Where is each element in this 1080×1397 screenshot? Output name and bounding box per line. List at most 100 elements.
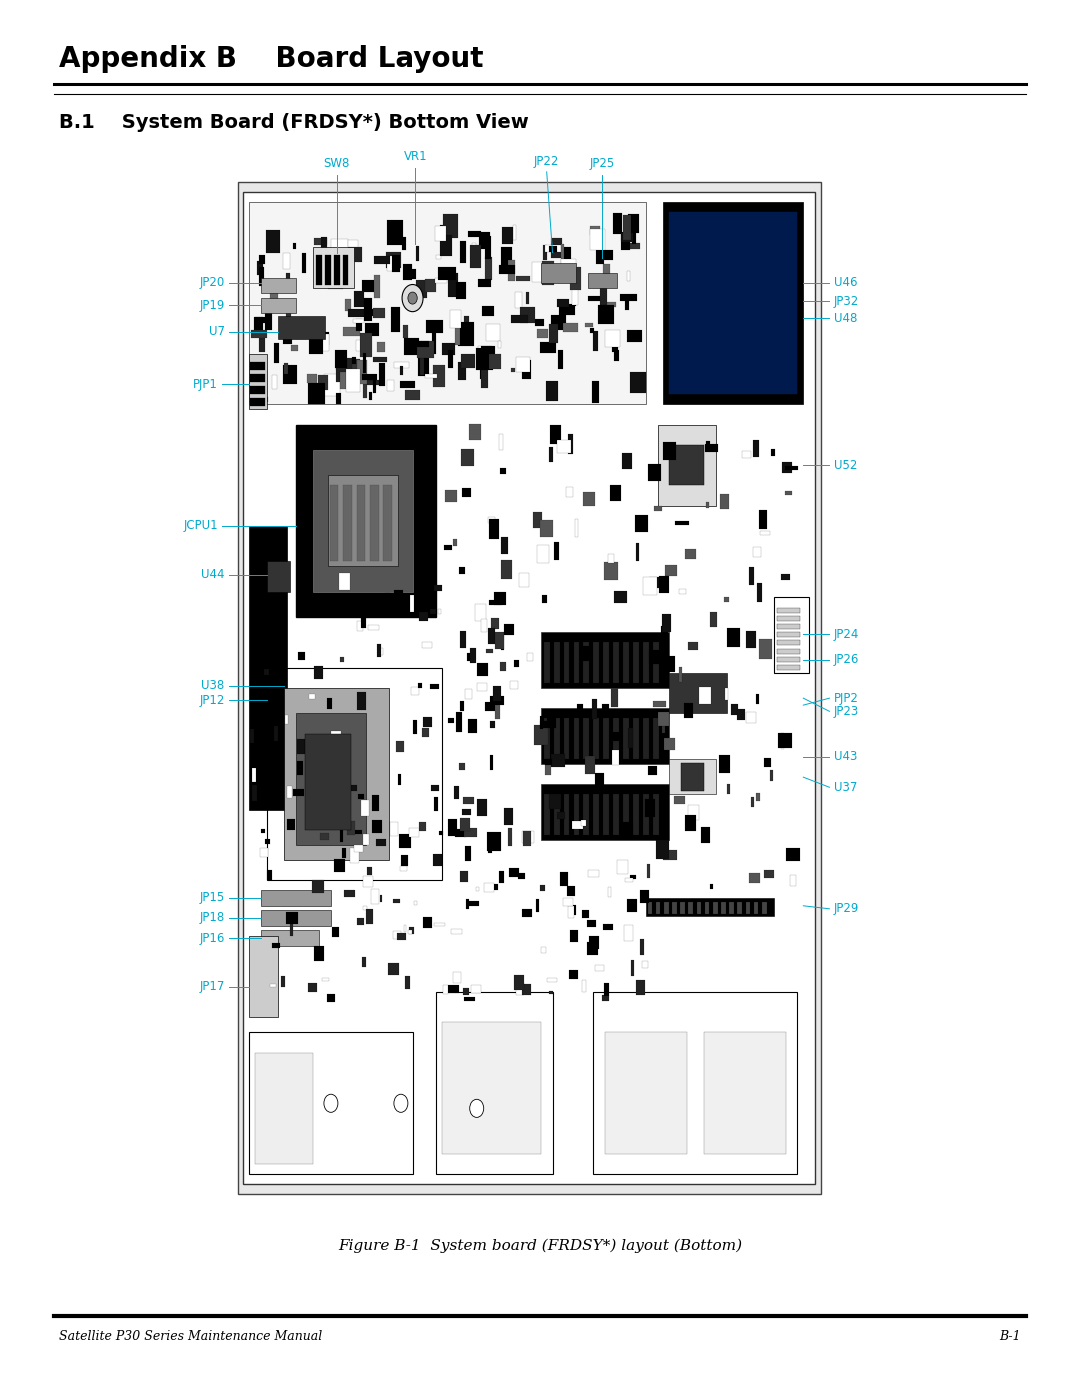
Bar: [345, 890, 354, 897]
Bar: [463, 316, 469, 338]
Bar: [605, 330, 620, 348]
Bar: [573, 795, 579, 835]
Bar: [481, 369, 488, 388]
Bar: [643, 961, 648, 968]
Bar: [608, 553, 615, 563]
Bar: [643, 718, 649, 759]
Bar: [652, 795, 659, 835]
Bar: [523, 831, 534, 842]
Bar: [535, 320, 544, 326]
Bar: [312, 880, 324, 894]
Bar: [785, 492, 792, 496]
Bar: [564, 323, 578, 332]
Bar: [778, 616, 800, 622]
Bar: [249, 1032, 413, 1173]
Bar: [738, 901, 742, 914]
Bar: [332, 731, 341, 739]
Bar: [339, 573, 350, 590]
Bar: [653, 506, 662, 511]
Bar: [504, 624, 514, 636]
Bar: [653, 701, 665, 707]
Bar: [297, 739, 305, 754]
Bar: [564, 795, 569, 835]
Bar: [356, 341, 360, 351]
Bar: [361, 800, 368, 816]
Bar: [633, 718, 639, 759]
Bar: [272, 943, 280, 947]
Bar: [409, 926, 414, 933]
Bar: [623, 718, 629, 759]
Bar: [261, 278, 296, 293]
Bar: [494, 592, 507, 605]
Bar: [374, 275, 380, 298]
Bar: [285, 715, 288, 724]
Bar: [259, 254, 266, 264]
Bar: [633, 643, 639, 683]
Text: JP25: JP25: [590, 158, 615, 170]
Bar: [551, 425, 561, 444]
Bar: [361, 332, 372, 358]
Bar: [622, 453, 632, 469]
Bar: [757, 583, 761, 602]
Bar: [664, 901, 669, 914]
Bar: [544, 718, 550, 759]
Bar: [418, 683, 422, 687]
Bar: [343, 327, 361, 337]
Bar: [635, 514, 648, 532]
Bar: [477, 799, 487, 816]
Bar: [782, 462, 792, 474]
Bar: [356, 692, 366, 710]
Bar: [501, 247, 512, 268]
Bar: [592, 381, 599, 402]
Bar: [286, 912, 298, 923]
Bar: [590, 936, 598, 949]
Bar: [753, 440, 759, 457]
Bar: [487, 833, 501, 851]
Bar: [342, 260, 346, 274]
Bar: [636, 979, 645, 995]
Bar: [456, 282, 467, 299]
Bar: [396, 933, 406, 940]
Bar: [551, 314, 567, 331]
Bar: [316, 254, 322, 285]
Bar: [730, 704, 738, 715]
Bar: [337, 782, 343, 795]
Bar: [499, 872, 504, 883]
Bar: [337, 251, 352, 260]
Text: SW8: SW8: [324, 158, 350, 170]
Text: B-1: B-1: [999, 1330, 1021, 1344]
Bar: [296, 714, 366, 845]
Bar: [332, 239, 349, 250]
Bar: [471, 985, 482, 993]
Bar: [462, 988, 469, 996]
Bar: [286, 785, 292, 798]
Bar: [462, 796, 474, 803]
Bar: [368, 393, 373, 400]
Bar: [489, 518, 499, 539]
Bar: [374, 309, 384, 319]
Text: JP17: JP17: [200, 981, 225, 993]
Bar: [485, 236, 491, 260]
Bar: [705, 444, 718, 453]
Bar: [430, 683, 438, 689]
Bar: [760, 531, 770, 535]
Bar: [405, 390, 420, 400]
Bar: [679, 668, 683, 682]
Bar: [475, 605, 486, 620]
Bar: [422, 641, 432, 648]
Bar: [521, 307, 535, 323]
Bar: [509, 828, 512, 847]
Bar: [333, 928, 338, 936]
Bar: [435, 226, 446, 240]
Text: PJP1: PJP1: [193, 377, 218, 391]
Bar: [606, 303, 616, 307]
Bar: [265, 669, 269, 675]
Bar: [604, 982, 609, 996]
Bar: [721, 901, 726, 914]
Bar: [458, 323, 474, 346]
Bar: [561, 872, 568, 886]
Bar: [409, 828, 419, 837]
Bar: [570, 930, 578, 942]
Bar: [418, 355, 429, 376]
Bar: [482, 345, 495, 363]
